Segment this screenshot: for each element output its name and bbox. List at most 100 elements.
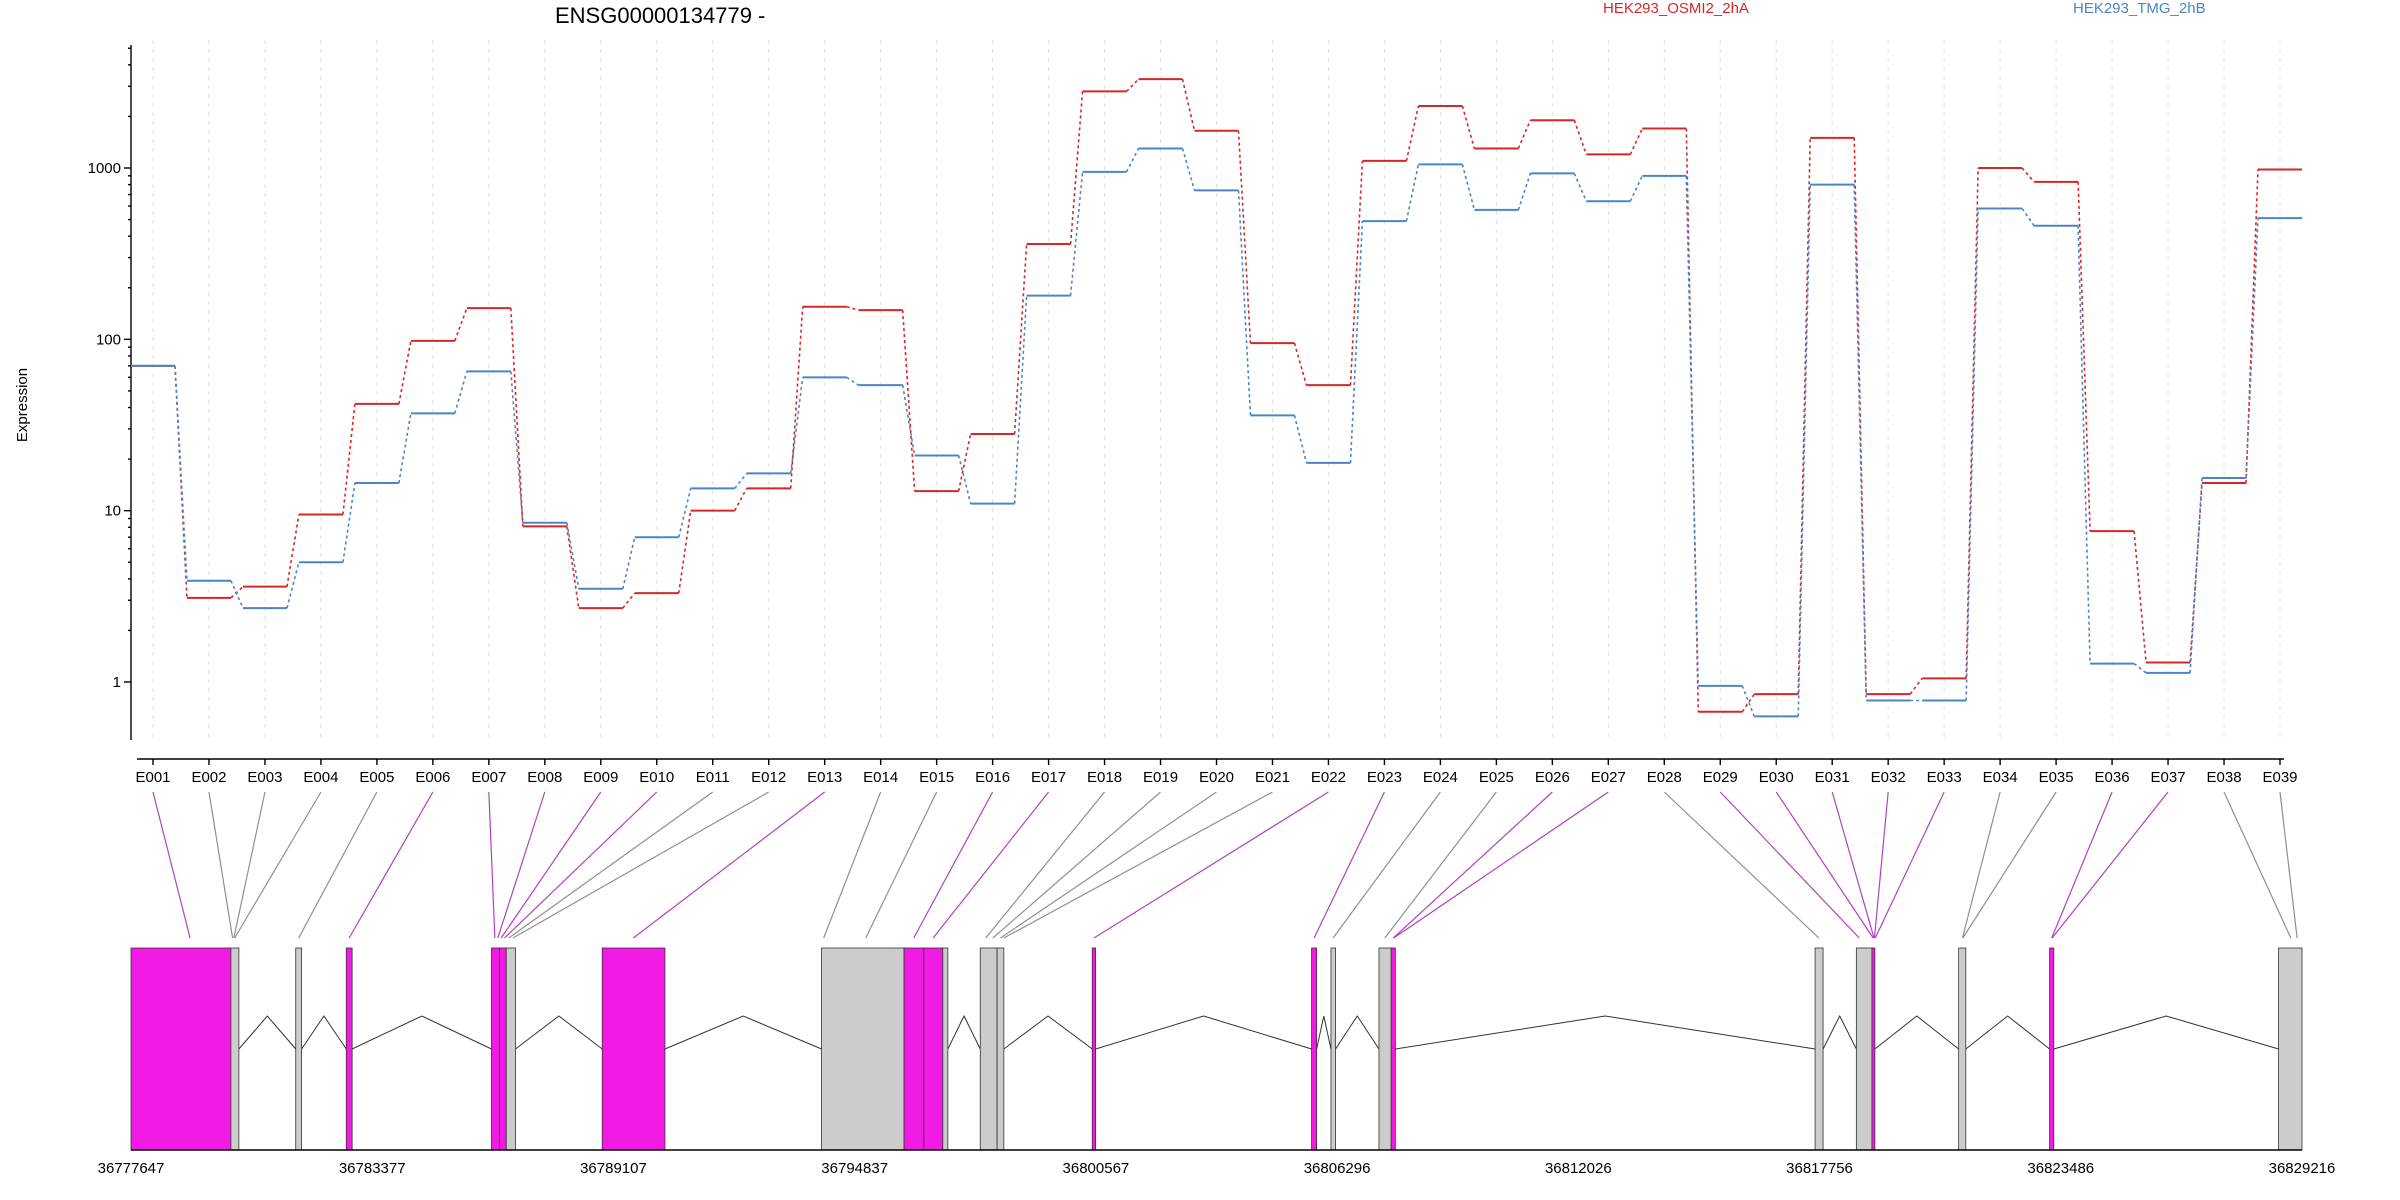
intron-line [664, 1015, 822, 1050]
series-segment [1405, 164, 1420, 222]
link-line-e036 [2051, 791, 2113, 939]
series-segment [1125, 78, 1140, 92]
series-segment [1629, 128, 1644, 155]
series-segment [230, 586, 244, 599]
series-segment [622, 537, 636, 589]
exon-block [230, 947, 240, 1151]
exon-tick-label-e017: E017 [1031, 769, 1066, 786]
link-line-e018 [985, 791, 1106, 939]
exon-block-significant [1091, 947, 1097, 1151]
series-segment [957, 455, 972, 504]
y-axis: 1 10 100 1000 [88, 45, 132, 740]
series-segment [1965, 167, 1979, 679]
series-segment [1181, 148, 1196, 191]
series-segment [1573, 173, 1588, 202]
exon-tick-label-e019: E019 [1143, 769, 1178, 786]
intron-line [1874, 1015, 1959, 1050]
exon-block-significant [130, 947, 232, 1151]
series-segment [677, 488, 692, 538]
exon-block [505, 947, 516, 1151]
exon-block-significant [923, 947, 944, 1151]
series-segment [1685, 175, 1700, 686]
exon-tick-label-e032: E032 [1871, 769, 1906, 786]
series-segment [2245, 218, 2259, 479]
intron-line [947, 1014, 981, 1050]
exon-block-significant [491, 947, 500, 1151]
y-tick-label: 10 [104, 503, 121, 520]
series-segment [1069, 91, 1084, 245]
series-segment [1573, 119, 1588, 155]
exon-tick-label-e029: E029 [1703, 769, 1738, 786]
exon-block [1330, 947, 1336, 1151]
series-tmg-2hb [131, 147, 2302, 718]
link-line-e026 [1392, 791, 1553, 939]
series-segment [342, 482, 356, 563]
link-line-e029 [1719, 791, 1860, 939]
exon-tick-label-e002: E002 [191, 769, 226, 786]
exon-tick-label-e010: E010 [639, 769, 674, 786]
gene-model [130, 947, 2303, 1151]
series-segment [1517, 173, 1532, 211]
link-line-e038 [2223, 791, 2292, 939]
link-line-e034 [1961, 791, 2001, 939]
series-segment [1517, 119, 1532, 149]
link-line-e022 [1093, 791, 1329, 939]
link-line-e011 [508, 791, 714, 939]
link-line-e031 [1831, 791, 1875, 939]
series-segment [286, 562, 300, 609]
y-tick-label: 100 [96, 331, 121, 348]
link-line-e039 [2279, 791, 2298, 939]
series-segment [2133, 662, 2147, 674]
exon-tick-label-e008: E008 [527, 769, 562, 786]
exon-tick-label-e024: E024 [1423, 769, 1458, 786]
genomic-tick-label: 36783377 [339, 1160, 406, 1177]
genomic-tick-label: 36794837 [821, 1160, 888, 1177]
exon-tick-label-e039: E039 [2262, 769, 2297, 786]
link-line-e002 [208, 791, 234, 939]
exon-block [1378, 947, 1392, 1151]
series-segment [1293, 415, 1308, 464]
exon-tick-label-e006: E006 [415, 769, 450, 786]
series-segment [901, 310, 916, 492]
series-segment [1013, 295, 1028, 504]
exon-block-significant [1390, 947, 1396, 1151]
exon-block [2278, 947, 2303, 1151]
intron-line [1965, 1015, 2050, 1050]
genomic-tick-label: 36800567 [1063, 1160, 1130, 1177]
legend-entry-osmi2: HEK293_OSMI2_2hA [1603, 0, 1749, 17]
intron-line [1003, 1015, 1093, 1050]
link-line-e024 [1332, 791, 1441, 939]
link-line-e013 [633, 791, 826, 939]
genomic-tick-label: 36789107 [580, 1160, 647, 1177]
series-segment [1237, 190, 1252, 416]
intron-line [1395, 1015, 1816, 1050]
link-line-e017 [932, 791, 1050, 939]
series-segment [789, 306, 804, 489]
link-line-e032 [1873, 791, 1889, 939]
intron-line [1316, 1015, 1332, 1050]
series-segment [1853, 184, 1867, 701]
link-line-e016 [913, 791, 994, 939]
exon-tick-label-e025: E025 [1479, 769, 1514, 786]
link-line-e025 [1384, 791, 1497, 939]
exon-block-significant [903, 947, 925, 1151]
intron-line [238, 1015, 297, 1050]
exon-tick-label-e012: E012 [751, 769, 786, 786]
series-segment [566, 526, 580, 609]
exon-link-lines [152, 791, 2298, 939]
exon-block [821, 947, 905, 1151]
series-segment [454, 371, 468, 414]
exon-tick-label-e003: E003 [247, 769, 282, 786]
series-segment [510, 308, 524, 527]
series-segment [1461, 105, 1476, 149]
series-layer [131, 78, 2302, 718]
link-line-e014 [823, 791, 882, 939]
exon-block-significant [345, 947, 353, 1151]
series-segment [566, 522, 580, 589]
exon-block [1958, 947, 1967, 1151]
exon-block [942, 947, 949, 1151]
intron-line [1822, 1014, 1857, 1050]
series-segment [1069, 171, 1084, 296]
